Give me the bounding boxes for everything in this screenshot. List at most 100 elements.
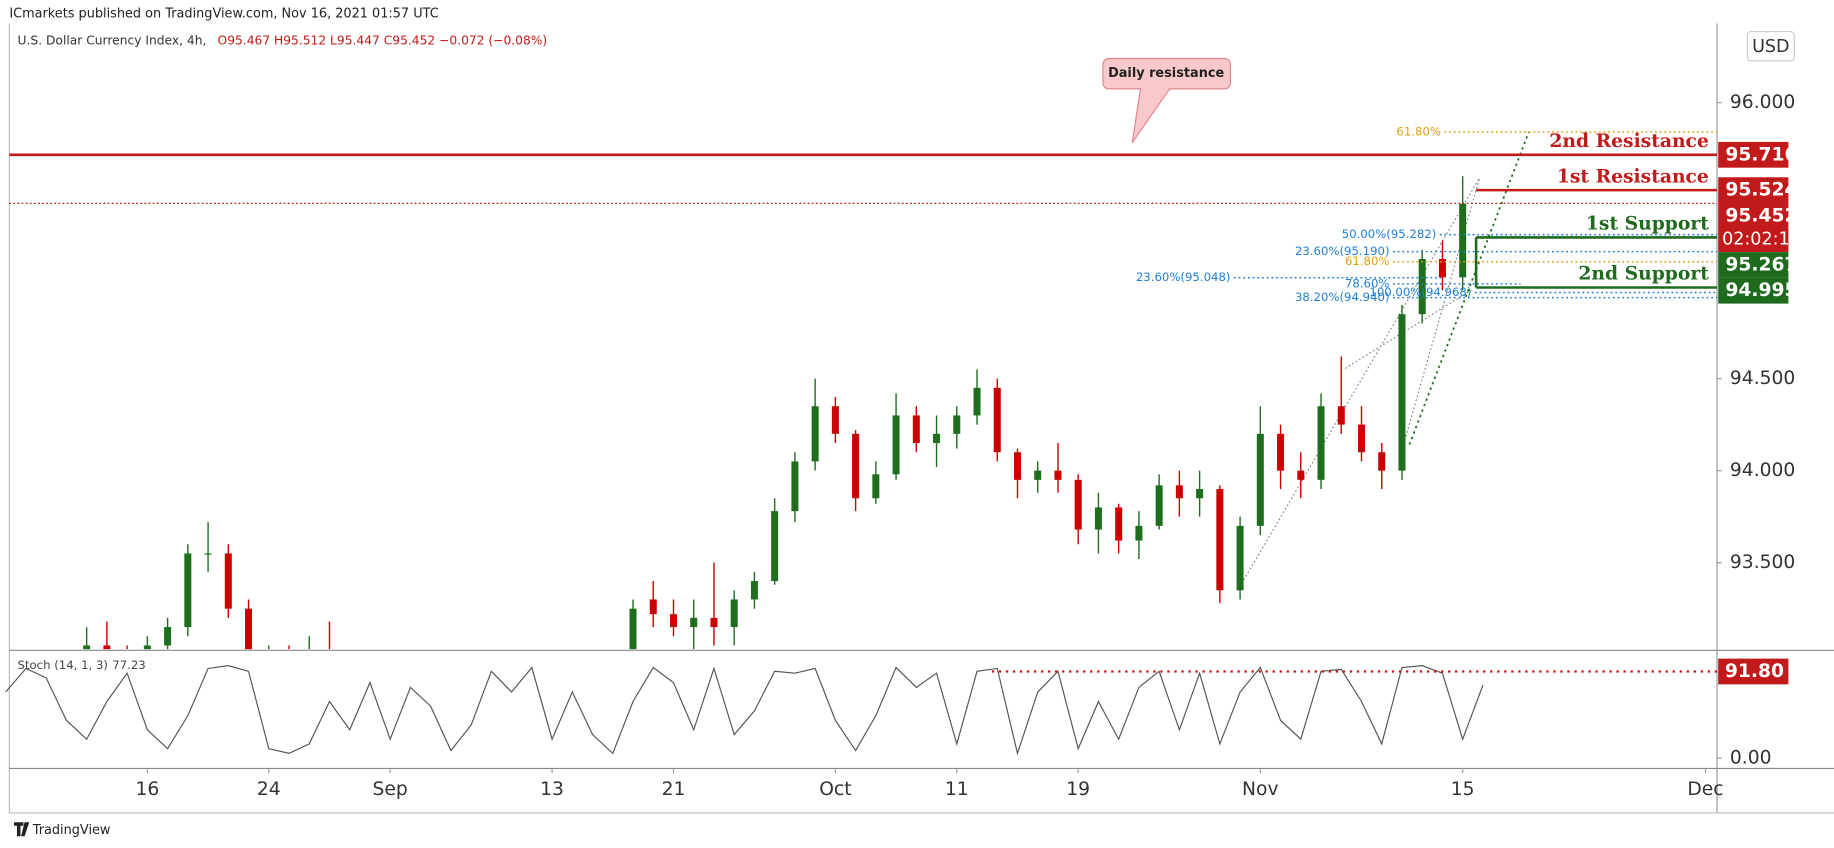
y-tick-label: 0.00 — [1730, 748, 1772, 769]
level-label: 95.452 — [1725, 205, 1797, 226]
symbol: U.S. Dollar Currency Index, 4h, — [18, 33, 207, 47]
y-tick-label: 94.500 — [1730, 368, 1795, 389]
candle-body — [1115, 507, 1123, 541]
candle-body — [1378, 452, 1386, 471]
publisher: ICmarkets published on TradingView.com, … — [9, 7, 438, 22]
candle-body — [1297, 470, 1305, 480]
countdown: 02:02:10 — [1722, 229, 1801, 249]
x-tick-label: 24 — [257, 779, 281, 800]
candle-body — [973, 387, 981, 416]
level-name: 1st Resistance — [1557, 165, 1709, 187]
candle-body — [83, 645, 91, 650]
candle-body — [1357, 424, 1366, 453]
candle-body — [669, 614, 677, 628]
level-box — [1718, 141, 1789, 168]
fib-label: 100.00%(94.968) — [1369, 285, 1471, 299]
x-tick-label: Dec — [1687, 779, 1723, 800]
candle-body — [245, 608, 253, 650]
candle-body — [1155, 485, 1163, 526]
fib-label: 61.80% — [1345, 254, 1390, 268]
candle-body — [1013, 452, 1022, 480]
candle-body — [1418, 258, 1426, 315]
candle-body — [204, 553, 212, 555]
candle-body — [1216, 489, 1224, 591]
price-pane — [83, 131, 1530, 650]
candle-body — [892, 415, 900, 475]
logo — [14, 822, 30, 837]
candle-body — [143, 645, 151, 650]
x-tick-label: Sep — [373, 779, 408, 800]
currency-box[interactable] — [1746, 30, 1795, 62]
candle-body — [1337, 406, 1345, 425]
x-tick-label: 11 — [945, 779, 969, 800]
candle-body — [224, 553, 232, 609]
level-label: 95.524 — [1725, 180, 1797, 201]
level-name: 2nd Resistance — [1549, 130, 1709, 152]
candle-body — [103, 645, 111, 650]
candle-body — [690, 617, 698, 628]
stoch-value: 77.23 — [112, 658, 145, 672]
candle-body — [933, 433, 941, 444]
candle-body — [771, 511, 779, 582]
stoch-line — [5, 665, 1484, 756]
fib-label: 61.80% — [1396, 124, 1441, 138]
stoch-level-label: 91.80 — [1725, 661, 1784, 682]
candle-body — [1398, 314, 1406, 471]
fib-label: 78.60% — [1345, 276, 1390, 290]
candle-body — [1074, 479, 1082, 530]
y-tick-label: 96.000 — [1730, 92, 1795, 113]
candle-body — [629, 608, 637, 650]
callout-pointer — [1131, 88, 1171, 144]
level-box — [1718, 177, 1789, 204]
candle-body — [1438, 258, 1446, 278]
candle-body — [1236, 525, 1244, 591]
candle-body — [1317, 406, 1325, 480]
candle-body — [791, 461, 799, 512]
level-box — [1718, 252, 1789, 278]
x-tick-label: Oct — [819, 779, 851, 800]
level-name: 1st Support — [1586, 213, 1709, 235]
x-tick-label: Nov — [1242, 779, 1279, 800]
level-box — [1718, 277, 1789, 304]
candle-body — [993, 387, 1001, 453]
stoch-name: Stoch (14, 1, 3) — [18, 658, 108, 672]
x-tick-label: 15 — [1451, 779, 1475, 800]
candle-body — [852, 433, 860, 499]
candle-body — [1277, 433, 1285, 471]
candle-body — [831, 406, 839, 434]
x-tick-label: 21 — [662, 779, 686, 800]
trend-line — [1403, 177, 1481, 445]
x-tick-label: 19 — [1066, 779, 1090, 800]
candle-body — [1094, 507, 1102, 530]
fib-label: 38.20%(94.940) — [1295, 290, 1390, 304]
candle-body — [1175, 485, 1183, 499]
candle-body — [710, 617, 718, 628]
fib-label: 50.00%(95.282) — [1342, 227, 1437, 241]
level-label: 94.995 — [1725, 280, 1797, 301]
candle-body — [1034, 470, 1042, 480]
stoch-level-box — [1718, 658, 1789, 685]
candle-body — [1135, 525, 1143, 541]
y-tick-label: 94.000 — [1730, 460, 1795, 481]
candle-body — [872, 474, 880, 499]
candle-body — [953, 415, 961, 434]
fib-label: 23.60%(95.048) — [1136, 270, 1231, 284]
level-box — [1718, 203, 1789, 253]
candle-body — [1256, 433, 1264, 526]
candle-body — [811, 406, 819, 462]
candle-body — [730, 599, 738, 628]
trend-line — [1344, 289, 1472, 369]
y-tick-label: 93.500 — [1730, 552, 1795, 573]
callout-text: Daily resistance — [1108, 66, 1224, 81]
candle-body — [750, 581, 758, 600]
currency[interactable]: USD — [1752, 37, 1789, 57]
candle-body — [164, 627, 172, 646]
x-tick-label: 13 — [540, 779, 564, 800]
callout-join — [1141, 86, 1169, 91]
candle-body — [1196, 489, 1204, 499]
candle-body — [184, 553, 192, 628]
fib-label: 23.60%(95.190) — [1295, 244, 1390, 258]
candle-body — [1054, 470, 1062, 480]
footer: TradingView — [32, 823, 111, 838]
